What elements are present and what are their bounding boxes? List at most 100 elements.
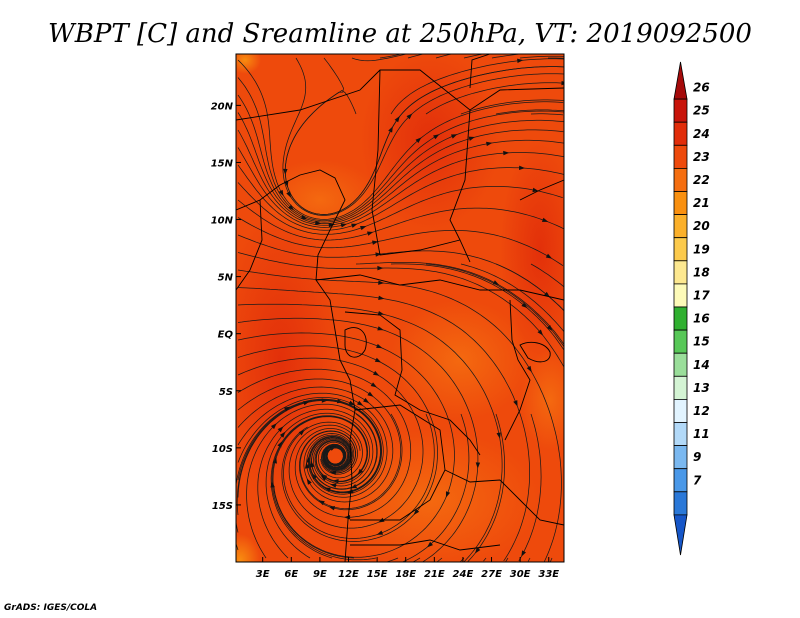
streamline-arrow [496, 432, 501, 439]
y-tick-label: 10N [211, 216, 234, 227]
streamline [283, 413, 435, 539]
streamline-arrow [526, 365, 532, 373]
colorbar-label: 9 [693, 450, 701, 464]
streamline [401, 413, 470, 562]
colorbar-segment [673, 306, 688, 331]
x-tick-label: 15E [367, 569, 388, 580]
streamline-arrow [377, 326, 384, 331]
streamline [237, 147, 564, 228]
streamline [236, 398, 383, 533]
streamline [237, 164, 564, 231]
streamline-arrow [372, 240, 379, 245]
streamline-arrow [284, 406, 291, 412]
colorbar-segment [673, 398, 688, 423]
streamline-arrow [288, 204, 294, 211]
streamline-arrow [328, 506, 336, 511]
streamline [436, 557, 443, 562]
colorbar-segment [673, 445, 688, 470]
colorbar-label: 13 [693, 381, 710, 395]
streamline [519, 55, 564, 59]
colorbar-label: 15 [693, 335, 710, 349]
streamline-arrow [310, 461, 315, 468]
streamline-arrow [270, 423, 277, 430]
streamline-arrow [321, 474, 328, 480]
colorbar-segment [673, 260, 688, 285]
streamline [284, 66, 564, 215]
streamline-arrow [518, 165, 526, 171]
border-south-2 [444, 469, 564, 526]
streamline-arrow [537, 329, 544, 336]
streamline-arrow [298, 429, 305, 436]
streamline-arrow [367, 231, 374, 236]
colorbar-segment [673, 214, 688, 239]
streamline-arrow [279, 431, 286, 438]
colorbar-label: 24 [693, 127, 710, 141]
streamline [355, 262, 564, 345]
streamline [518, 413, 542, 562]
colorbar-label: 18 [693, 265, 710, 279]
colorbar-segment [673, 491, 688, 516]
streamline-arrow [373, 370, 380, 376]
streamline [237, 287, 530, 562]
streamline-arrow [377, 310, 385, 316]
streamline [237, 182, 563, 235]
y-tick-label: 5N [218, 273, 234, 284]
streamline [530, 263, 564, 287]
streamline [530, 113, 564, 116]
colorbar-segment [673, 283, 688, 308]
streamline-arrow [356, 400, 364, 406]
colorbar-segment [673, 422, 688, 447]
streamline-arrow [328, 222, 335, 228]
streamline-arrow [378, 280, 385, 285]
streamline-arrow [348, 400, 355, 406]
x-tick-label: 3E [256, 569, 270, 580]
streamline-arrow [376, 343, 383, 349]
streamline-arrow [270, 481, 275, 488]
streamline-arrow [415, 137, 422, 144]
x-axis: 3E 6E 9E 12E 15E 18E 21E 24E 27E 30E 33E [256, 557, 559, 580]
y-tick-label: 20N [211, 101, 234, 112]
colorbar-label: 20 [693, 219, 710, 233]
streamline [491, 54, 525, 59]
streamline [237, 269, 562, 562]
y-tick-label: 5S [219, 387, 233, 398]
streamline [495, 263, 564, 312]
streamline-arrow [347, 489, 354, 494]
streamline-arrow [545, 253, 553, 259]
colorbar-segment [673, 352, 688, 377]
colorbar-label: 7 [693, 473, 702, 487]
streamline-arrow [306, 478, 312, 485]
streamline-arrow [375, 252, 382, 257]
streamline-arrow [394, 116, 400, 123]
colorbar-segment [673, 121, 688, 146]
streamline [495, 109, 564, 115]
warm-region-east [500, 140, 564, 360]
border-ne [469, 54, 564, 201]
colorbar-segment [673, 167, 688, 192]
streamline [435, 54, 454, 59]
colorbar-bottom-arrow [673, 514, 688, 556]
streamline-arrow [561, 80, 564, 86]
streamline [460, 99, 564, 115]
colorbar-label: 19 [693, 242, 710, 256]
border-congo [344, 311, 481, 456]
streamline-arrow [546, 324, 553, 331]
streamline-arrow [427, 541, 434, 548]
border-lake-2 [344, 327, 367, 358]
streamline [237, 345, 438, 542]
x-tick-label: 24E [453, 569, 474, 580]
colorbar-label: 25 [693, 104, 710, 118]
x-tick-label: 27E [481, 569, 502, 580]
chart-title: WBPT [C] and Sreamline at 250hPa, VT: 20… [48, 19, 752, 49]
streamline [237, 317, 479, 562]
streamline [299, 413, 403, 511]
border-sahel [236, 69, 564, 121]
streamline-arrow [329, 470, 337, 475]
streamline [407, 54, 425, 59]
streamline-arrow [445, 491, 451, 498]
streamline-arrow [503, 150, 510, 156]
colorbar-top-arrow [673, 61, 688, 100]
streamline [463, 54, 485, 59]
streamline-arrow [517, 58, 524, 64]
y-axis: 20N 15N 10N 5N EQ 5S 10S 15S [211, 101, 241, 512]
